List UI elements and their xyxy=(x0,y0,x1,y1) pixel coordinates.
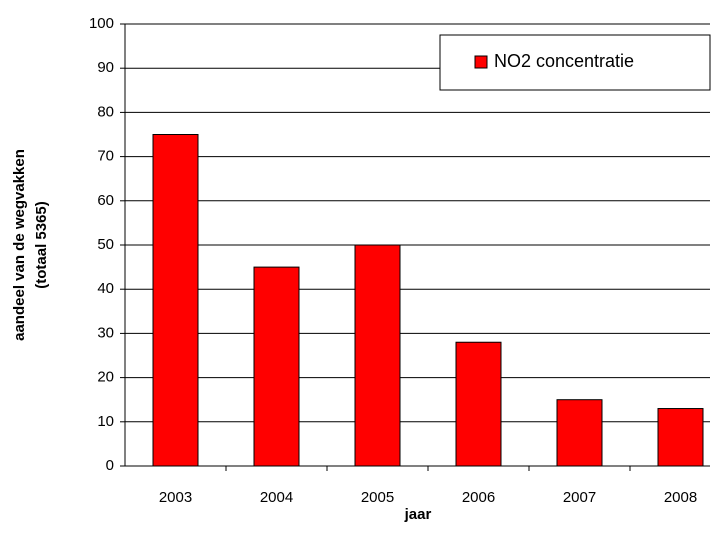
x-tick-label: 2004 xyxy=(260,489,293,506)
bar xyxy=(657,408,704,467)
bar xyxy=(152,134,199,467)
x-tick-label: 2007 xyxy=(563,489,596,506)
y-tick-label: 40 xyxy=(97,280,114,297)
y-tick-label: 100 xyxy=(89,15,114,32)
x-tick-label: 2003 xyxy=(159,489,192,506)
y-axis-title: (totaal 5365) xyxy=(33,201,50,289)
y-axis-title: aandeel van de wegvakken xyxy=(11,149,28,341)
x-tick-label: 2005 xyxy=(361,489,394,506)
y-tick-label: 60 xyxy=(97,192,114,209)
legend-swatch xyxy=(474,55,488,69)
y-tick-label: 70 xyxy=(97,148,114,165)
y-tick-label: 90 xyxy=(97,59,114,76)
x-tick-label: 2006 xyxy=(462,489,495,506)
y-tick-label: 30 xyxy=(97,324,114,341)
y-tick-label: 80 xyxy=(97,103,114,120)
bar xyxy=(556,399,603,467)
y-tick-label: 50 xyxy=(97,236,114,253)
y-tick-label: 10 xyxy=(97,413,114,430)
legend-label: NO2 concentratie xyxy=(494,51,634,71)
x-tick-label: 2008 xyxy=(664,489,697,506)
x-axis-title: jaar xyxy=(404,506,432,523)
bar xyxy=(455,341,502,467)
y-tick-label: 20 xyxy=(97,369,114,386)
bar xyxy=(354,244,401,467)
y-tick-label: 0 xyxy=(106,457,114,474)
bar xyxy=(253,266,300,467)
